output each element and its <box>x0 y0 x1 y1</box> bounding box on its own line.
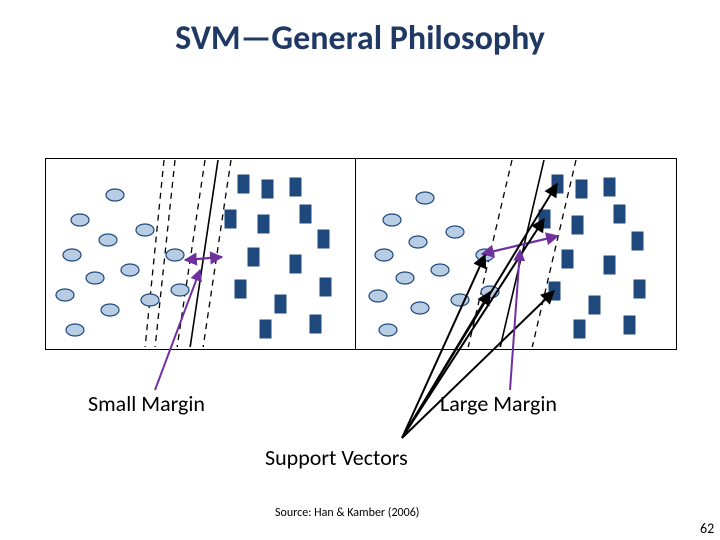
support-vectors-label: Support Vectors <box>265 444 408 471</box>
right-panel <box>355 158 677 350</box>
slide-title: SVM—General Philosophy <box>0 18 720 59</box>
small-margin-label: Small Margin <box>88 390 205 417</box>
page-number: 62 <box>700 520 714 537</box>
source-citation: Source: Han & Kamber (2006) <box>275 506 419 520</box>
left-panel <box>45 158 357 350</box>
large-margin-label: Large Margin <box>440 390 557 417</box>
